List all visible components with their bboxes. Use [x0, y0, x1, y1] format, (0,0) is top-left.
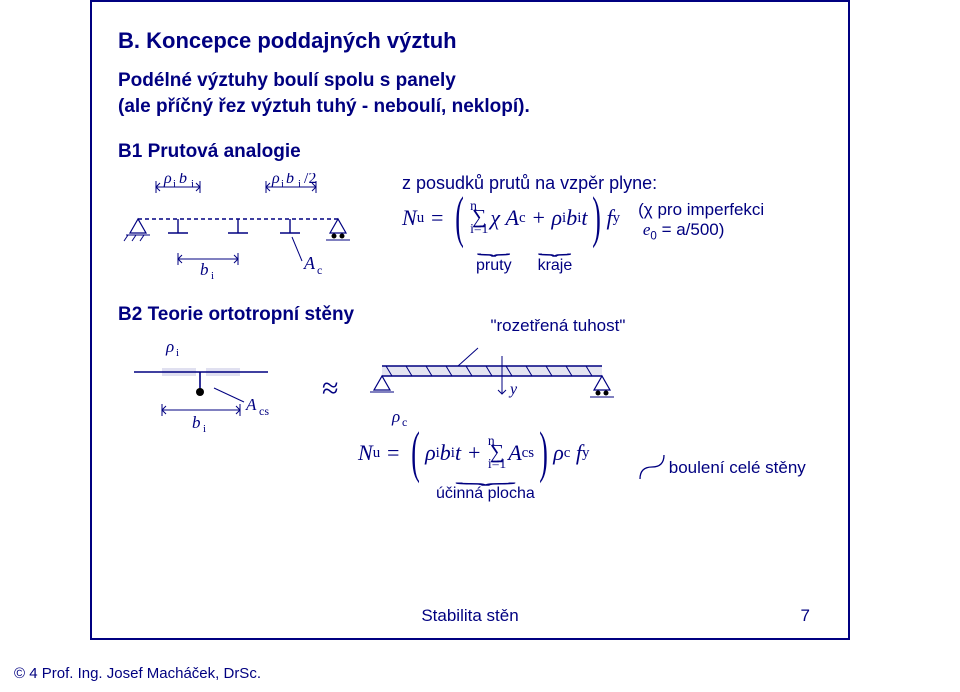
copyright: © 4 Prof. Ing. Josef Macháček, DrSc.: [14, 665, 261, 682]
svg-text:i: i: [176, 347, 179, 359]
brace-kraje: ⏟ kraje: [538, 242, 573, 274]
b1-braces: ⏟ pruty ⏟ kraje: [476, 242, 822, 274]
svg-text:/2: /2: [304, 173, 316, 187]
brace-ucinna-label: účinná plocha: [436, 485, 535, 503]
b1-note-rest: = a/500): [657, 220, 725, 239]
approx-symbol: ≈: [322, 372, 338, 406]
brace-bouleni-label: boulení celé stěny: [669, 458, 806, 477]
sum-lower: i=1: [470, 223, 488, 236]
svg-text:ρ: ρ: [391, 407, 400, 426]
b1-diagram: ρ i b i ρ i b i /2: [118, 173, 378, 288]
svg-text:i: i: [203, 423, 206, 435]
svg-text:ρ: ρ: [163, 173, 172, 187]
brace-pruty: ⏟ pruty: [476, 242, 512, 274]
b2-left-diagram: ρ i b i A cs: [118, 336, 298, 441]
svg-text:i: i: [191, 178, 194, 190]
svg-text:b: b: [179, 173, 187, 187]
b1-rhs-intro: z posudků prutů na vzpěr plyne:: [402, 173, 822, 194]
svg-text:i: i: [281, 178, 284, 190]
b2-right-diagram: y ρ c "rozetřená tuhost": [362, 336, 642, 441]
b1-rhs: z posudků prutů na vzpěr plyne: Nu = ( n…: [402, 173, 822, 274]
slide-content: B. Koncepce poddajných výztuh Podélné vý…: [90, 0, 850, 640]
svg-text:A: A: [303, 253, 316, 273]
svg-text:cs: cs: [259, 404, 269, 418]
footer-page: 7: [801, 606, 810, 626]
b2-equation-block: Nu = ( ρibit + n∑i=1 Acs ) ρc fy ⏟ účinn…: [358, 435, 822, 531]
brace-pruty-label: pruty: [476, 257, 512, 275]
svg-text:y: y: [508, 381, 518, 398]
svg-text:c: c: [402, 415, 407, 429]
svg-text:i: i: [173, 178, 176, 190]
b1-row: ρ i b i ρ i b i /2: [118, 173, 822, 288]
b2-heading: B2 Teorie ortotropní stěny: [118, 304, 822, 326]
b1-note: (χ pro imperfekci e0 = a/500): [638, 200, 764, 240]
subtitle: Podélné výztuhy boulí spolu s panely (al…: [118, 68, 822, 119]
svg-text:i: i: [298, 178, 301, 190]
page-title: B. Koncepce poddajných výztuh: [118, 28, 822, 54]
svg-text:b: b: [286, 173, 294, 187]
svg-text:i: i: [211, 270, 214, 282]
slide-footer: Stabilita stěn 7: [90, 606, 850, 626]
brace-ucinna: ⏟ účinná plocha: [436, 471, 535, 503]
svg-text:ρ: ρ: [271, 173, 280, 187]
b2-diagram-row: ρ i b i A cs: [118, 336, 822, 441]
subtitle-line2: (ale příčný řez výztuh tuhý - neboulí, n…: [118, 96, 530, 117]
svg-text:ρ: ρ: [165, 337, 174, 356]
brace-bouleni: boulení celé stěny: [638, 453, 806, 483]
b1-heading: B1 Prutová analogie: [118, 141, 822, 163]
subtitle-line1: Podélné výztuhy boulí spolu s panely: [118, 70, 456, 91]
svg-text:b: b: [200, 260, 209, 279]
b1-note-l1: (χ pro imperfekci: [638, 200, 764, 219]
svg-text:A: A: [245, 395, 257, 414]
brace-kraje-label: kraje: [538, 257, 573, 275]
svg-text:c: c: [317, 263, 322, 277]
b1-equation: Nu = ( n∑i=1 χ Ac + ρibit ) fy: [402, 200, 620, 236]
svg-text:b: b: [192, 413, 201, 432]
footer-center: Stabilita stěn: [421, 606, 518, 625]
rozetrena-label: "rozetřená tuhost": [490, 316, 625, 336]
